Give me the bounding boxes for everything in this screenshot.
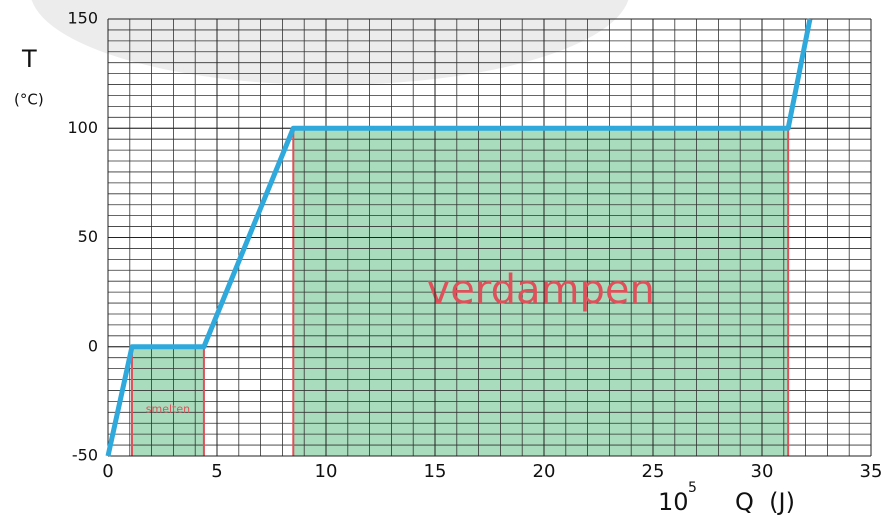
- y-tick-label: -50: [72, 446, 98, 465]
- region-label: smelten: [146, 402, 190, 415]
- x-tick-label: 35: [860, 461, 883, 482]
- x-tick-label: 5: [211, 461, 222, 482]
- y-tick-label: 50: [78, 227, 98, 246]
- x-axis-label: Q (J): [735, 488, 795, 516]
- x-scale-base: 10: [658, 488, 689, 516]
- y-tick-label: 0: [88, 336, 98, 355]
- x-tick-label: 0: [102, 461, 113, 482]
- x-tick-label: 25: [642, 461, 665, 482]
- x-tick-label: 20: [533, 461, 556, 482]
- region-label: verdampen: [427, 267, 655, 313]
- line: [105, 18, 813, 457]
- y-tick-label: 150: [67, 9, 98, 28]
- x-tick-label: 15: [424, 461, 447, 482]
- x-tick-label: 10: [315, 461, 338, 482]
- x-scale-exponent: 5: [688, 480, 697, 496]
- x-tick-label: 30: [751, 461, 774, 482]
- y-axis-label: T: [21, 45, 37, 73]
- y-axis-unit: (°C): [14, 91, 44, 109]
- y-tick-label: 100: [67, 118, 98, 137]
- background-arc: [31, 0, 629, 85]
